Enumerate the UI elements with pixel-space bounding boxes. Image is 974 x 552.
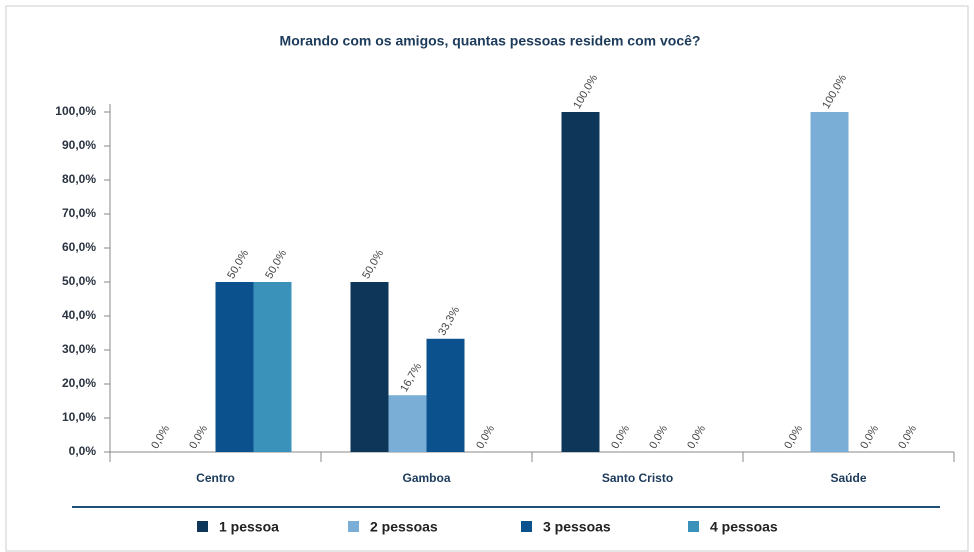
x-tick-label: Santo Cristo [602, 471, 673, 485]
y-tick-label: 30,0% [62, 342, 96, 356]
y-tick-label: 50,0% [62, 274, 96, 288]
legend-swatch [688, 521, 699, 532]
y-tick-label: 40,0% [62, 308, 96, 322]
y-tick-label: 10,0% [62, 410, 96, 424]
bar [350, 282, 389, 452]
y-tick-label: 100,0% [55, 104, 96, 118]
x-tick-label: Saúde [830, 471, 866, 485]
bar [388, 395, 427, 452]
legend-label: 2 pessoas [370, 519, 438, 535]
legend-label: 1 pessoa [219, 519, 279, 535]
bar [215, 282, 254, 452]
x-tick-label: Gamboa [402, 471, 450, 485]
legend-swatch [521, 521, 532, 532]
legend-swatch [197, 521, 208, 532]
bar [426, 338, 465, 452]
chart-title: Morando com os amigos, quantas pessoas r… [280, 33, 701, 49]
legend-swatch [348, 521, 359, 532]
legend-label: 3 pessoas [543, 519, 611, 535]
x-tick-label: Centro [196, 471, 235, 485]
y-tick-label: 70,0% [62, 206, 96, 220]
y-tick-label: 60,0% [62, 240, 96, 254]
y-tick-label: 80,0% [62, 172, 96, 186]
y-tick-label: 0,0% [69, 444, 97, 458]
y-tick-label: 90,0% [62, 138, 96, 152]
bar [810, 112, 849, 452]
bar [561, 112, 600, 452]
legend-label: 4 pessoas [710, 519, 778, 535]
y-tick-label: 20,0% [62, 376, 96, 390]
bar [253, 282, 292, 452]
frame [5, 5, 969, 552]
